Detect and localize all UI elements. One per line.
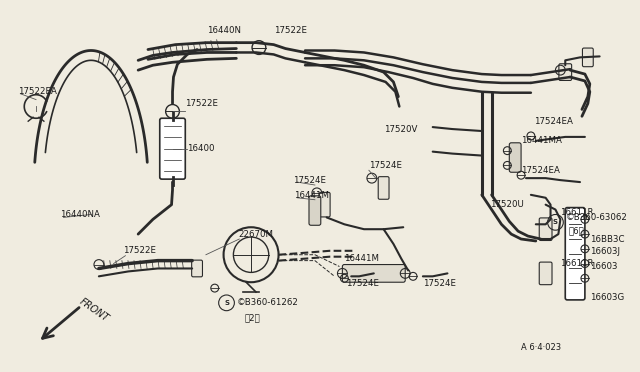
Text: 17520V: 17520V: [383, 125, 417, 134]
Text: 16441M: 16441M: [294, 191, 329, 200]
Text: 16603J: 16603J: [590, 247, 620, 256]
Text: 16441MA: 16441MA: [521, 136, 562, 145]
Text: ©B360-63062: ©B360-63062: [565, 213, 627, 222]
Text: 17522EA: 17522EA: [19, 87, 57, 96]
Text: 17524E: 17524E: [369, 161, 402, 170]
Text: 16441M: 16441M: [344, 254, 380, 263]
Text: （2）: （2）: [244, 313, 260, 322]
Text: （6）: （6）: [568, 227, 584, 236]
Text: 16603G: 16603G: [590, 294, 624, 302]
Text: 17524E: 17524E: [346, 279, 380, 288]
Text: 17520U: 17520U: [490, 200, 524, 209]
Text: 17524EA: 17524EA: [521, 166, 560, 175]
FancyBboxPatch shape: [540, 218, 552, 240]
Text: S: S: [553, 219, 558, 225]
FancyBboxPatch shape: [160, 118, 186, 179]
Text: 16611R: 16611R: [561, 259, 594, 268]
FancyBboxPatch shape: [191, 260, 202, 277]
Text: A 6·4·023: A 6·4·023: [521, 343, 561, 352]
Text: 17524E: 17524E: [423, 279, 456, 288]
Text: 17522E: 17522E: [274, 26, 307, 35]
Text: 17522E: 17522E: [186, 99, 218, 108]
Text: 22670M: 22670M: [238, 230, 273, 238]
Text: 16603: 16603: [590, 262, 618, 271]
FancyBboxPatch shape: [309, 196, 321, 225]
Text: 16440NA: 16440NA: [60, 210, 99, 219]
FancyBboxPatch shape: [540, 262, 552, 285]
FancyBboxPatch shape: [342, 264, 405, 282]
FancyBboxPatch shape: [565, 208, 585, 300]
Text: 17524EA: 17524EA: [534, 117, 573, 126]
Text: 16400: 16400: [188, 144, 215, 153]
Text: 17522E: 17522E: [124, 246, 156, 255]
FancyBboxPatch shape: [378, 177, 389, 199]
Text: 17524E: 17524E: [293, 176, 326, 185]
FancyBboxPatch shape: [559, 64, 572, 80]
Text: FRONT: FRONT: [77, 296, 110, 323]
FancyBboxPatch shape: [319, 192, 330, 217]
Text: S: S: [224, 300, 229, 306]
Text: ©B360-61262: ©B360-61262: [236, 298, 298, 307]
FancyBboxPatch shape: [509, 143, 521, 172]
FancyBboxPatch shape: [582, 48, 593, 67]
Text: 16440N: 16440N: [207, 26, 241, 35]
Text: 16BB3C: 16BB3C: [590, 234, 624, 244]
Text: 16611R: 16611R: [561, 208, 594, 217]
